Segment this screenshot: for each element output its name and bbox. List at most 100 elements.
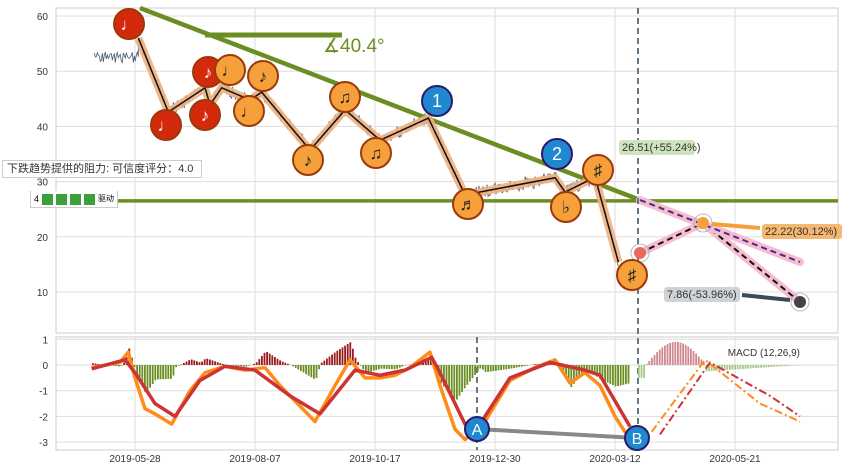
macd-histogram-bar <box>380 365 383 369</box>
macd-histogram-bar <box>721 365 723 371</box>
icon-row-count: 4 <box>34 194 40 204</box>
macd-histogram-bar <box>791 365 794 366</box>
target-arrow <box>741 293 791 302</box>
macd-histogram-bar <box>180 364 183 365</box>
macd-histogram-bar <box>458 365 461 396</box>
macd-histogram-bar <box>398 365 401 368</box>
signal-icon <box>84 193 96 205</box>
pattern-marker-label: ♪ <box>204 63 213 82</box>
macd-histogram-bar <box>682 343 684 365</box>
macd-histogram-bar <box>664 345 666 365</box>
target-point <box>634 247 646 259</box>
pattern-marker-label: ♫ <box>370 144 383 163</box>
macd-histogram-bar <box>593 365 596 375</box>
macd-histogram-bar <box>716 365 718 371</box>
pattern-marker <box>150 109 182 141</box>
macd-histogram-bar <box>536 364 539 365</box>
macd-histogram-bar <box>736 365 739 370</box>
y-tick-label: 30 <box>37 178 49 189</box>
macd-histogram-bar <box>578 365 580 378</box>
macd-histogram-bar <box>565 365 567 379</box>
macd-histogram-bar <box>534 364 536 365</box>
macd-histogram-bar <box>679 342 682 365</box>
macd-histogram-bar <box>760 365 762 368</box>
macd-histogram-bar <box>747 365 749 369</box>
pattern-marker-label: 2 <box>552 144 562 164</box>
pattern-marker <box>329 81 361 113</box>
macd-histogram-bar <box>476 365 479 372</box>
pattern-marker <box>360 137 392 169</box>
macd-histogram-bar <box>287 363 289 365</box>
macd-histogram-bar <box>463 365 466 389</box>
macd-histogram-bar <box>729 365 731 370</box>
divergence-marker <box>624 425 650 451</box>
macd-histogram-bar <box>216 362 219 365</box>
macd-histogram-bar <box>183 362 185 365</box>
macd-histogram-bar <box>352 348 354 365</box>
macd-histogram-bar <box>627 365 630 384</box>
macd-histogram-bar <box>523 365 526 367</box>
macd-histogram-bar <box>159 365 162 380</box>
macd-histogram-bar <box>331 354 333 365</box>
macd-histogram-bar <box>154 365 157 381</box>
macd-histogram-bar <box>606 365 609 383</box>
pattern-marker-label: ♯ <box>594 161 603 180</box>
macd-histogram-bar <box>518 365 521 368</box>
macd-histogram-bar <box>484 365 487 372</box>
macd-histogram-bar <box>326 358 328 365</box>
macd-histogram-bar <box>583 365 586 371</box>
macd-histogram-bar <box>619 365 622 386</box>
macd-histogram-bar <box>388 365 391 370</box>
macd-histogram-bar <box>274 356 276 365</box>
pattern-marker <box>421 85 453 117</box>
pattern-marker <box>616 259 648 291</box>
divergence-marker-label: A <box>472 422 483 439</box>
pattern-marker <box>541 138 573 170</box>
divergence-marker <box>464 416 490 442</box>
target-point <box>697 217 709 229</box>
macd-histogram-bar <box>474 365 476 376</box>
macd-histogram-bar <box>378 365 380 370</box>
pattern-marker-label: ♫ <box>339 88 352 107</box>
macd-histogram-bar <box>731 365 734 370</box>
zigzag-line <box>137 37 620 263</box>
macd-histogram-bar <box>640 365 643 378</box>
macd-histogram-bar <box>336 350 339 365</box>
projection-line <box>639 199 801 263</box>
macd-histogram-bar <box>323 360 326 365</box>
macd-histogram-bar <box>177 365 180 366</box>
target-ring <box>790 292 810 312</box>
macd-histogram-bar <box>279 360 281 365</box>
macd-histogram-bar <box>162 365 164 380</box>
macd-histogram-bar <box>622 365 625 385</box>
macd-histogram-bar <box>643 365 645 378</box>
projection-line <box>639 222 704 254</box>
macd-histogram-bar <box>144 365 146 392</box>
macd-histogram-bar <box>401 365 404 367</box>
macd-histogram-bar <box>318 365 320 370</box>
pattern-marker <box>113 8 145 40</box>
macd-y-tick-label: -3 <box>39 438 48 449</box>
macd-histogram-bar <box>604 365 606 382</box>
macd-histogram-bar <box>281 361 284 365</box>
macd-histogram-bar <box>671 342 674 365</box>
macd-histogram-bar <box>320 362 323 365</box>
resistance-tooltip: 下跌趋势提供的阻力: 可信度评分：4.0 <box>2 160 203 178</box>
macd-histogram-bar <box>307 365 310 376</box>
pattern-marker-label: ♩ <box>222 61 239 80</box>
macd-histogram-bar <box>495 365 497 371</box>
macd-histogram-bar <box>372 365 375 371</box>
macd-histogram-bar <box>461 365 463 393</box>
macd-histogram-bar <box>661 347 664 365</box>
macd-histogram-bar <box>773 365 775 367</box>
macd-histogram-bar <box>118 365 120 367</box>
macd-histogram-bar <box>775 365 778 367</box>
macd-histogram-bar <box>344 345 346 365</box>
macd-histogram-bar <box>617 365 619 387</box>
pattern-marker <box>233 95 265 127</box>
macd-histogram-bar <box>612 365 614 386</box>
macd-histogram-bar <box>697 356 700 365</box>
macd-histogram-bar <box>209 359 211 365</box>
macd-histogram-bar <box>383 365 385 369</box>
macd-histogram-bar <box>549 364 552 365</box>
